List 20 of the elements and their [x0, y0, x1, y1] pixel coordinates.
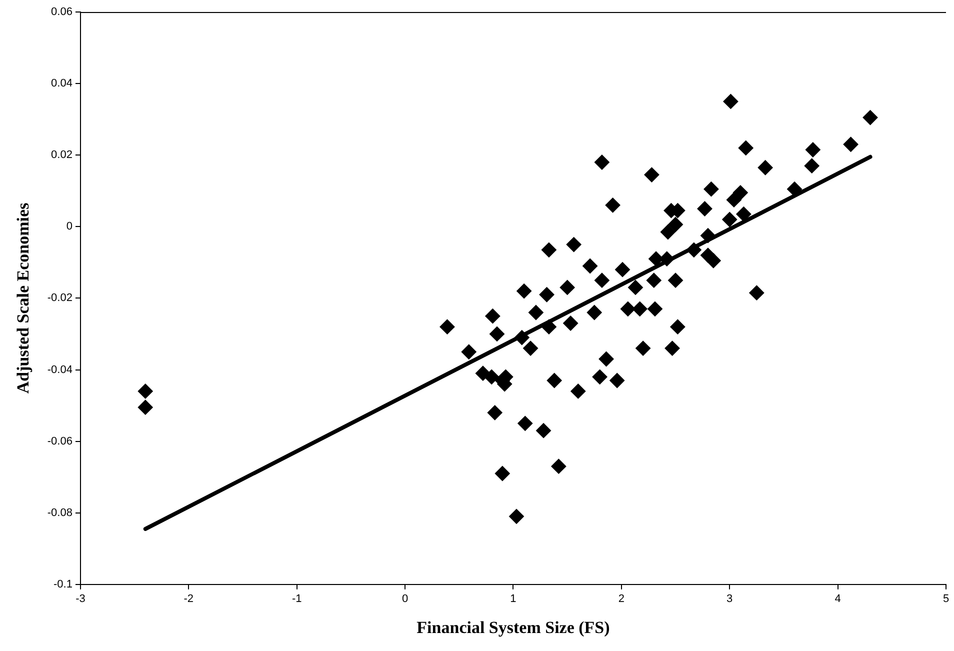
x-tick-label: 1 [510, 593, 516, 606]
x-axis-title: Financial System Size (FS) [416, 618, 610, 638]
y-tick-label: -0.06 [47, 435, 72, 448]
x-tick-label: 5 [942, 593, 950, 606]
y-tick-label: 0 [66, 220, 72, 233]
x-tick-label: -1 [292, 593, 302, 606]
y-tick-label: -0.08 [47, 506, 72, 519]
x-tick-label: -2 [184, 593, 194, 606]
y-tick-label: 0.04 [51, 78, 72, 90]
y-tick-label: -0.1 [54, 578, 72, 590]
y-axis-title: Adjusted Scale Economies [14, 202, 33, 394]
y-tick-label: 0.06 [51, 6, 72, 18]
x-tick-label: -3 [76, 593, 86, 606]
x-tick-label: 3 [726, 593, 733, 606]
x-tick-label: 2 [618, 593, 624, 606]
y-tick-label: -0.02 [47, 292, 72, 304]
x-tick-label: 4 [834, 593, 841, 606]
y-tick-label: -0.04 [47, 364, 72, 376]
y-tick-label: 0.02 [51, 149, 72, 162]
x-tick-label: 0 [402, 593, 408, 606]
